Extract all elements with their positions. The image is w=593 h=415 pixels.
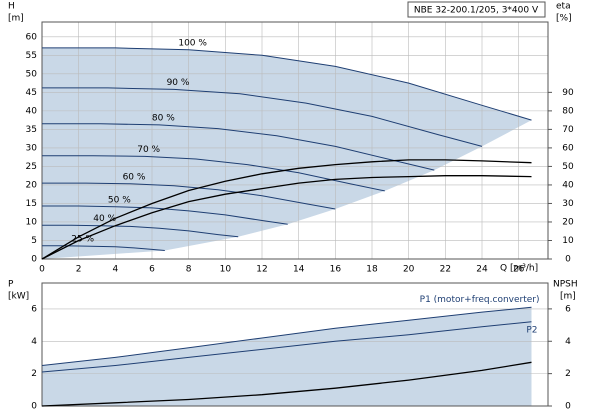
y2-tick-label: 10 (562, 236, 574, 246)
curve (42, 224, 239, 238)
y2-unit: [%] (556, 14, 572, 24)
y-tick-label: 4 (31, 337, 37, 347)
operating-range (42, 47, 532, 259)
y2-tick-label: 90 (562, 88, 574, 98)
x-tick-label: 18 (366, 265, 378, 275)
operating-range (42, 307, 532, 406)
y2-tick-label: 30 (562, 199, 574, 209)
y2-tick-label: 2 (565, 369, 571, 379)
curve (42, 182, 336, 210)
x-tick-label: 12 (256, 265, 267, 275)
y-tick-label: 2 (31, 369, 37, 379)
x-tick-label: 22 (440, 265, 451, 275)
x-tick-label: 16 (330, 265, 342, 275)
plot-frame (41, 282, 549, 407)
y-tick-label: 25 (26, 162, 37, 172)
y-tick-label: 40 (26, 106, 38, 116)
y2-unit: [m] (560, 292, 576, 302)
curve (42, 47, 532, 121)
curve-label: 100 % (178, 38, 207, 48)
curve-label: 40 % (93, 214, 116, 224)
curve-label: 25 % (71, 235, 94, 245)
y2-tick-label: 20 (562, 217, 574, 227)
y2-label: eta (556, 2, 571, 12)
y2-tick-label: 60 (562, 143, 574, 153)
curve (41, 306, 532, 366)
x-tick-label: 24 (476, 265, 488, 275)
chart-title: NBE 32-200.1/205, 3*400 V (414, 6, 539, 16)
y-tick-label: 55 (26, 51, 37, 61)
x-tick-label: 0 (39, 265, 45, 275)
curve-label: P2 (526, 325, 537, 335)
curve-label: 80 % (152, 113, 175, 123)
curve (41, 321, 532, 373)
y-tick-label: 35 (26, 125, 37, 135)
y2-tick-label: 70 (562, 125, 574, 135)
y-unit: [kW] (8, 292, 29, 302)
x-tick-label: 10 (220, 265, 232, 275)
curve-label: 70 % (137, 145, 160, 155)
curve-label: P1 (motor+freq.converter) (420, 295, 540, 305)
x-tick-label: 6 (149, 265, 155, 275)
y-unit: [m] (8, 14, 24, 24)
secondary-curve (41, 159, 532, 260)
x-tick-label: 14 (293, 265, 305, 275)
y2-tick-label: 0 (565, 402, 571, 412)
x-label: Q [m³/h] (500, 264, 538, 274)
y-tick-label: 6 (31, 304, 37, 314)
curve (42, 205, 288, 225)
plot-frame (41, 21, 549, 260)
y-tick-label: 0 (31, 402, 37, 412)
curve-label: 50 % (108, 195, 131, 205)
y2-tick-label: 40 (562, 180, 574, 190)
y-tick-label: 15 (26, 199, 37, 209)
x-tick-label: 26 (513, 265, 525, 275)
x-tick-label: 4 (112, 265, 118, 275)
curve-label: 90 % (167, 78, 190, 88)
y-tick-label: 60 (26, 32, 38, 42)
y2-tick-label: 0 (565, 255, 571, 265)
y-label: H (8, 2, 15, 12)
y-tick-label: 30 (26, 143, 38, 153)
curve (42, 155, 385, 192)
y2-tick-label: 4 (565, 337, 571, 347)
curve-label: 60 % (123, 172, 146, 182)
charts: 0 2 4 6 8 10 12 14 16 18 20 22 24 2605101520253035404… (26, 21, 574, 412)
y2-tick-label: 80 (562, 106, 574, 116)
y2-label: NPSH (553, 280, 578, 290)
y-tick-label: 20 (26, 180, 38, 190)
y-tick-label: 45 (26, 88, 37, 98)
secondary-curve (41, 175, 532, 260)
title-box (407, 1, 546, 18)
y-tick-label: 0 (31, 255, 37, 265)
y-tick-label: 50 (26, 69, 38, 79)
secondary-curve (41, 361, 532, 407)
y-tick-label: 10 (26, 217, 38, 227)
curve (42, 123, 435, 171)
y2-tick-label: 6 (565, 304, 571, 314)
y2-tick-label: 50 (562, 162, 574, 172)
x-tick-label: 2 (76, 265, 82, 275)
x-tick-label: 20 (403, 265, 415, 275)
curve (42, 87, 483, 147)
y-label: P (8, 280, 14, 290)
y-tick-label: 5 (31, 236, 37, 246)
x-tick-label: 8 (186, 265, 192, 275)
